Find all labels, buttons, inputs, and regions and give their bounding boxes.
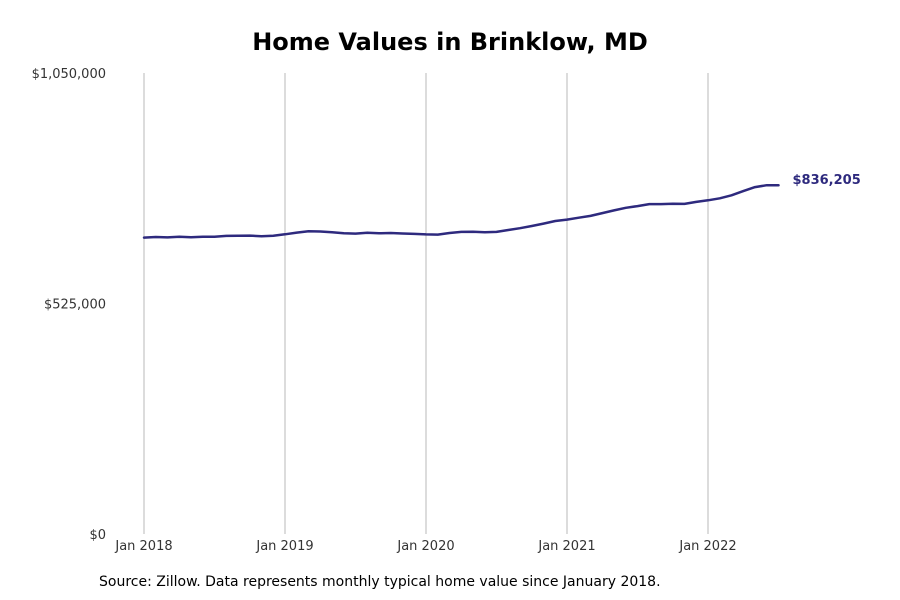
series: $836,205 bbox=[142, 173, 861, 239]
source-note: Source: Zillow. Data represents monthly … bbox=[99, 574, 661, 590]
axis-labels: Jan 2018 Jan 2019 Jan 2020 Jan 2021 Jan 2022… bbox=[32, 67, 737, 554]
y-tick-label: $1,050,000 bbox=[32, 67, 106, 82]
x-tick-label: Jan 2020 bbox=[396, 539, 454, 554]
x-tick-label: Jan 2022 bbox=[678, 539, 736, 554]
grid-lines bbox=[143, 73, 709, 534]
chart-title: Home Values in Brinklow, MD bbox=[252, 28, 648, 56]
y-tick-label: $525,000 bbox=[44, 298, 106, 313]
end-value-label: $836,205 bbox=[793, 173, 861, 188]
series-line-0 bbox=[142, 183, 780, 239]
x-tick-label: Jan 2018 bbox=[114, 539, 172, 554]
x-tick-label: Jan 2021 bbox=[537, 539, 595, 554]
x-tick-label: Jan 2019 bbox=[255, 539, 313, 554]
y-tick-label: $0 bbox=[89, 528, 106, 543]
